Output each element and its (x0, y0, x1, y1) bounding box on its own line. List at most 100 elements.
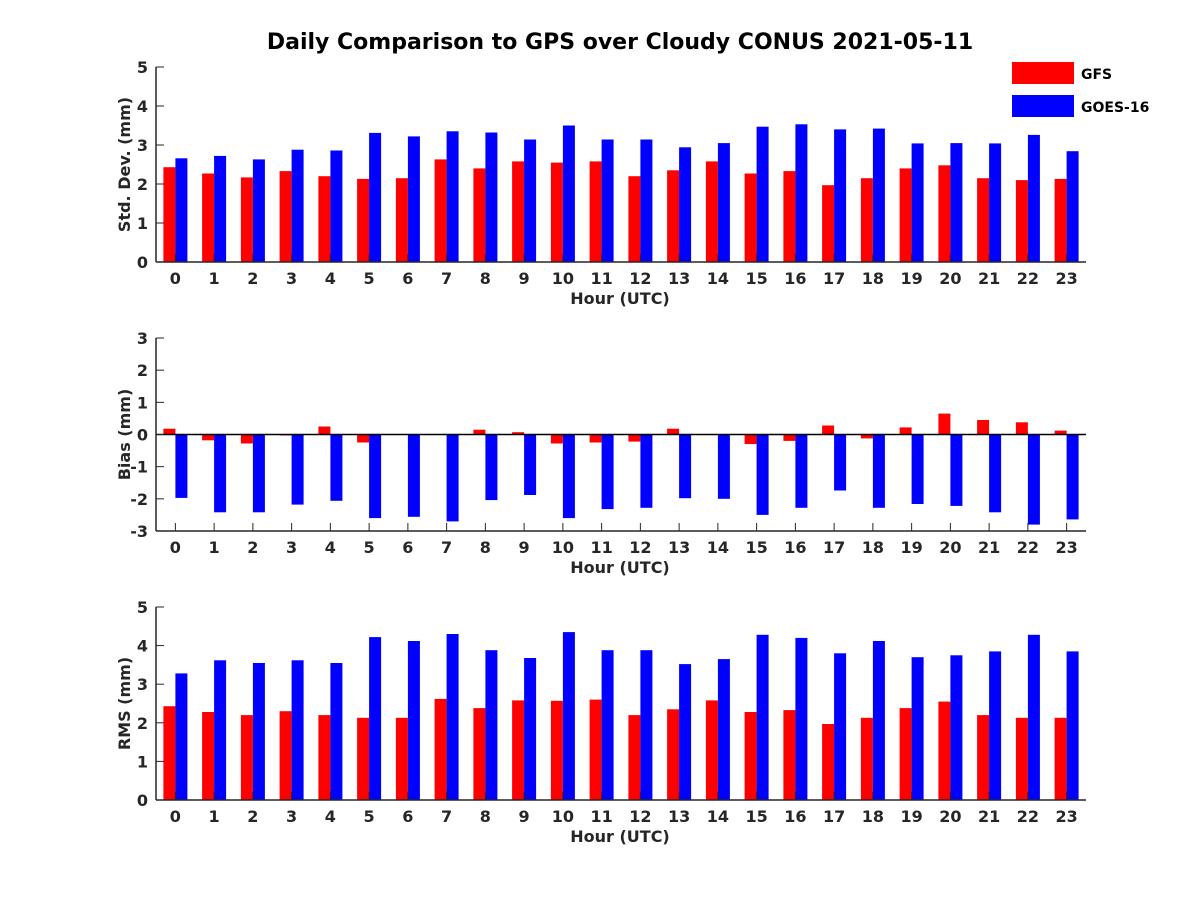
panel-1-xtick-label: 13 (668, 269, 690, 288)
panel-2-bar-gfs-16 (783, 434, 796, 441)
panel-3-xtick-label: 11 (590, 807, 612, 826)
panel-2-bar-goes-16-8 (485, 434, 498, 501)
panel-1-xtick-label: 11 (590, 269, 612, 288)
panel-3-bar-goes-16-7 (446, 634, 459, 800)
panel-1-xtick-label: 4 (325, 269, 336, 288)
panel-2-xtick-label: 12 (629, 538, 651, 557)
panel-3-bar-gfs-6 (395, 717, 408, 800)
legend-label-goes-16: GOES-16 (1081, 100, 1149, 116)
panel-2-y-axis-label: Bias (mm) (115, 389, 134, 481)
panel-1-bar-gfs-12 (628, 176, 641, 262)
panel-1-x-axis-label: Hour (UTC) (570, 289, 670, 308)
panel-2-bar-goes-16-14 (717, 434, 730, 499)
panel-3-ytick-label: 5 (137, 598, 148, 617)
panel-1-xtick-label: 23 (1055, 269, 1077, 288)
panel-2-bar-gfs-21 (977, 420, 990, 435)
panel-2-bar-gfs-8 (473, 429, 486, 435)
panel-2-bar-goes-16-3 (291, 434, 304, 505)
panel-1-bar-gfs-7 (434, 159, 447, 262)
panel-2-bar-gfs-5 (357, 434, 370, 443)
panel-2-bar-gfs-23 (1054, 430, 1067, 435)
panel-1-bar-gfs-18 (860, 178, 873, 262)
panel-1-bar-gfs-19 (899, 168, 912, 262)
panel-1-ytick-label: 0 (137, 253, 148, 272)
panel-3-bar-gfs-22 (1015, 717, 1028, 800)
panel-1-bar-goes-16-8 (485, 132, 498, 262)
panel-2-xtick-label: 20 (939, 538, 961, 557)
panel-3-bar-goes-16-0 (175, 673, 188, 800)
panel-2-ytick-label: 3 (137, 329, 148, 348)
panel-3-xtick-label: 5 (364, 807, 375, 826)
panel-1-bar-gfs-15 (744, 173, 757, 262)
panel-1-bar-goes-16-11 (601, 139, 614, 262)
panel-1-bar-goes-16-3 (291, 149, 304, 262)
panel-2-xtick-label: 22 (1017, 538, 1039, 557)
panel-3-bar-goes-16-6 (407, 641, 420, 800)
panel-2-bar-goes-16-21 (989, 434, 1002, 513)
panel-3-bar-gfs-7 (434, 698, 447, 800)
panel-2-xtick-label: 2 (247, 538, 258, 557)
panel-3-xtick-label: 12 (629, 807, 651, 826)
panel-2-bar-goes-16-17 (834, 434, 847, 491)
panel-3-bar-gfs-0 (163, 706, 176, 800)
panel-3-bar-gfs-3 (279, 711, 292, 800)
panel-2-bar-goes-16-9 (524, 434, 537, 495)
panel-2-bar-goes-16-7 (446, 434, 459, 522)
panel-1-bar-goes-16-15 (756, 126, 769, 262)
panel-3-bar-goes-16-1 (214, 660, 227, 800)
panel-3-bar-gfs-15 (744, 712, 757, 800)
panel-2-xtick-label: 0 (170, 538, 181, 557)
panel-1-xtick-label: 0 (170, 269, 181, 288)
panel-2-bar-goes-16-2 (252, 434, 265, 513)
panel-3-bar-goes-16-4 (330, 663, 343, 800)
panel-1-bar-gfs-6 (395, 178, 408, 262)
panel-3-bar-goes-16-13 (679, 664, 692, 800)
panel-2-bar-gfs-0 (163, 428, 176, 435)
panel-2-ytick-label: 1 (137, 393, 148, 412)
panel-2-bar-goes-16-15 (756, 434, 769, 515)
panel-1-ytick-label: 1 (137, 214, 148, 233)
panel-2-bar-gfs-13 (667, 428, 680, 435)
panel-3-bar-goes-16-22 (1027, 634, 1040, 800)
panel-3-xtick-label: 21 (978, 807, 1000, 826)
panel-2-bar-goes-16-19 (911, 434, 924, 504)
panel-2-xtick-label: 1 (209, 538, 220, 557)
panel-3-bar-gfs-10 (550, 700, 563, 800)
panel-1-bar-gfs-2 (240, 177, 253, 262)
panel-3-bar-gfs-12 (628, 715, 641, 800)
panel-1-bar-gfs-0 (163, 167, 176, 262)
panel-1-xtick-label: 10 (552, 269, 574, 288)
panel-3-ytick-label: 1 (137, 752, 148, 771)
panel-1-bar-goes-16-19 (911, 143, 924, 262)
panel-1-bar-gfs-14 (705, 161, 718, 262)
panel-2-xtick-label: 18 (862, 538, 884, 557)
panel-1-xtick-label: 14 (707, 269, 729, 288)
panel-2-bar-gfs-1 (202, 434, 215, 441)
panel-3-bar-gfs-14 (705, 700, 718, 800)
panel-2-xtick-label: 17 (823, 538, 845, 557)
panel-3-bar-goes-16-14 (717, 659, 730, 800)
panel-2-xtick-label: 19 (900, 538, 922, 557)
panel-3-bar-goes-16-10 (562, 632, 575, 800)
panel-1-bar-goes-16-16 (795, 124, 808, 262)
panel-3-bar-goes-16-8 (485, 650, 498, 800)
panel-3-x-axis-label: Hour (UTC) (570, 827, 670, 846)
panel-3-bar-gfs-19 (899, 708, 912, 800)
panel-1-bar-gfs-23 (1054, 178, 1067, 262)
panel-2-bar-goes-16-11 (601, 434, 614, 510)
legend-swatch-goes-16 (1012, 95, 1074, 117)
panel-1-xtick-label: 19 (900, 269, 922, 288)
panel-3-bar-gfs-9 (512, 700, 525, 800)
panel-2-xtick-label: 11 (590, 538, 612, 557)
panel-1-bar-gfs-16 (783, 171, 796, 262)
panel-1-bar-goes-16-1 (214, 155, 227, 262)
panel-3-xtick-label: 7 (441, 807, 452, 826)
panel-3-xtick-label: 20 (939, 807, 961, 826)
panel-1-bar-gfs-4 (318, 176, 331, 262)
panel-3-xtick-label: 8 (480, 807, 491, 826)
panel-1-xtick-label: 12 (629, 269, 651, 288)
panel-2-bar-goes-16-0 (175, 434, 188, 498)
panel-3-xtick-label: 10 (552, 807, 574, 826)
panel-3-xtick-label: 23 (1055, 807, 1077, 826)
